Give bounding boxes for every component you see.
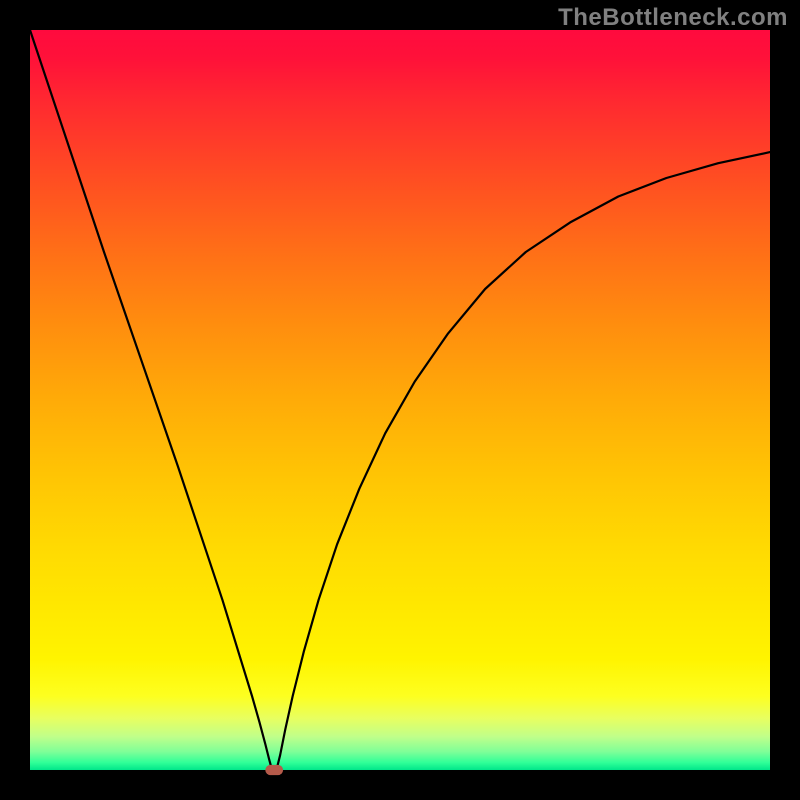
minimum-marker: [265, 765, 283, 775]
chart-container: TheBottleneck.com: [0, 0, 800, 800]
watermark-text: TheBottleneck.com: [558, 4, 788, 32]
plot-gradient-background: [30, 30, 770, 770]
bottleneck-chart-svg: [0, 0, 800, 800]
